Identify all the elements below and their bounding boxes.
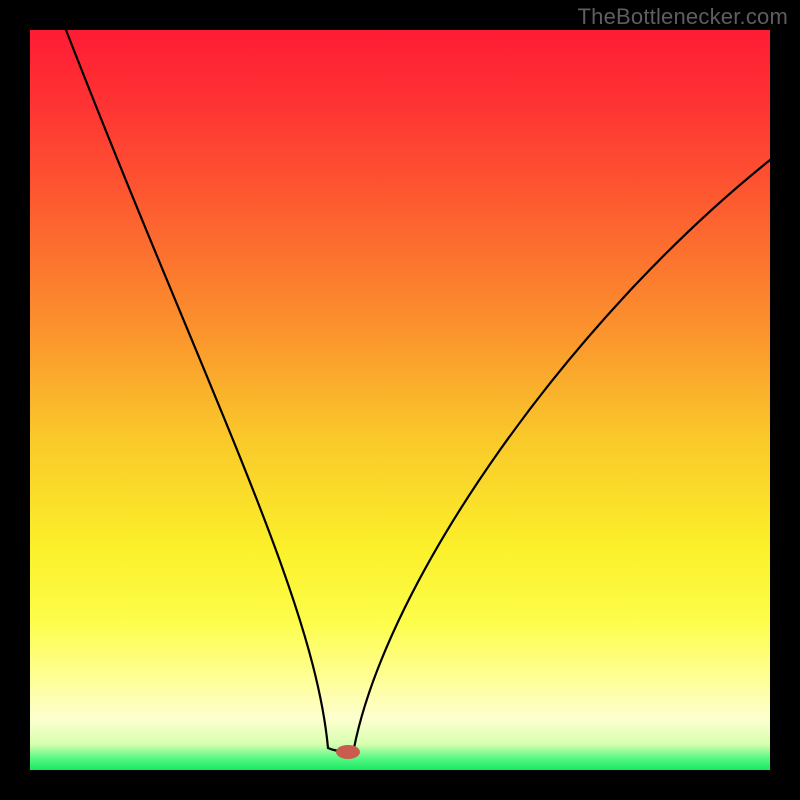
plot-background — [30, 30, 770, 770]
chart-svg — [0, 0, 800, 800]
minimum-marker — [336, 745, 360, 759]
chart-frame: TheBottlenecker.com — [0, 0, 800, 800]
watermark-text: TheBottlenecker.com — [578, 4, 788, 30]
